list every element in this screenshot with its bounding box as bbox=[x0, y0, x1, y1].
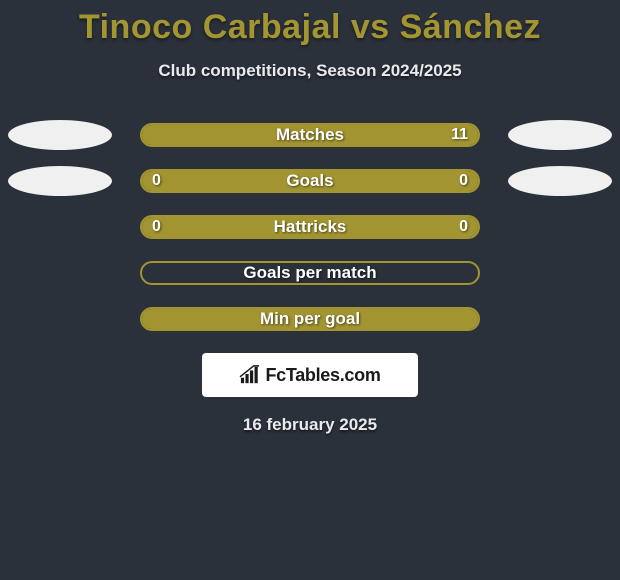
comparison-row: Min per goal bbox=[0, 307, 620, 331]
stat-value-right: 0 bbox=[459, 172, 468, 190]
stat-label: Goals bbox=[286, 171, 333, 191]
stat-value-right: 0 bbox=[459, 218, 468, 236]
comparison-row: Matches 11 bbox=[0, 123, 620, 147]
comparison-row: Goals 0 0 bbox=[0, 169, 620, 193]
page-title: Tinoco Carbajal vs Sánchez bbox=[0, 0, 620, 47]
stat-bar: Goals per match bbox=[140, 261, 480, 285]
logo-box: FcTables.com bbox=[202, 353, 418, 397]
avatar-right bbox=[508, 166, 612, 196]
bar-chart-icon bbox=[239, 365, 261, 385]
stat-label: Hattricks bbox=[274, 217, 347, 237]
stat-value-left: 0 bbox=[152, 172, 161, 190]
stat-label: Min per goal bbox=[260, 309, 360, 329]
comparison-row: Goals per match bbox=[0, 261, 620, 285]
logo-text: FcTables.com bbox=[265, 365, 380, 386]
comparison-rows: Matches 11 Goals 0 0 Hattricks 0 0 Goals per mat… bbox=[0, 123, 620, 331]
stat-bar: Min per goal bbox=[140, 307, 480, 331]
avatar-right bbox=[508, 120, 612, 150]
stat-bar: Hattricks 0 0 bbox=[140, 215, 480, 239]
avatar-left bbox=[8, 120, 112, 150]
stat-value-left: 0 bbox=[152, 218, 161, 236]
avatar-left bbox=[8, 166, 112, 196]
comparison-row: Hattricks 0 0 bbox=[0, 215, 620, 239]
stat-bar: Matches 11 bbox=[140, 123, 480, 147]
stat-label: Goals per match bbox=[243, 263, 376, 283]
stat-value-right: 11 bbox=[451, 126, 468, 144]
stat-bar: Goals 0 0 bbox=[140, 169, 480, 193]
stat-label: Matches bbox=[276, 125, 344, 145]
date-text: 16 february 2025 bbox=[0, 415, 620, 435]
page-subtitle: Club competitions, Season 2024/2025 bbox=[0, 61, 620, 81]
